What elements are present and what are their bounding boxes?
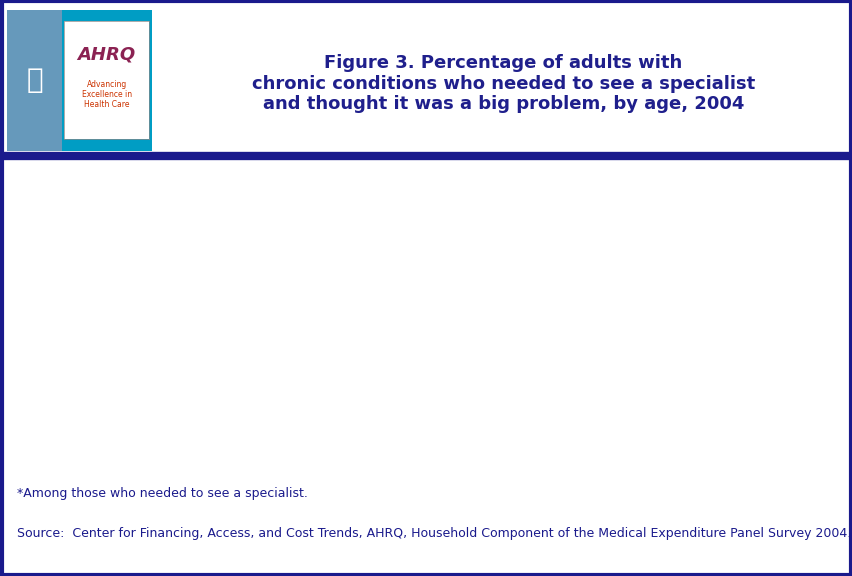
Bar bbox=[114, 309, 201, 464]
Text: 8.4: 8.4 bbox=[618, 414, 638, 427]
Text: 56.2: 56.2 bbox=[332, 217, 360, 230]
Text: AHRQ: AHRQ bbox=[78, 46, 135, 63]
Text: 🦅: 🦅 bbox=[26, 66, 43, 94]
Text: 3.5: 3.5 bbox=[712, 434, 732, 447]
Bar bbox=[209, 250, 295, 464]
Bar bbox=[302, 232, 389, 464]
Text: *Among those who needed to see a specialist.: *Among those who needed to see a special… bbox=[17, 487, 308, 500]
Legend: 18-44, 45-64, 65+: 18-44, 45-64, 65+ bbox=[361, 127, 542, 153]
Bar bbox=[491, 401, 577, 464]
Text: Figure 3. Percentage of adults with
chronic conditions who needed to see a speci: Figure 3. Percentage of adults with chro… bbox=[251, 54, 754, 113]
Text: Source:  Center for Financing, Access, and Cost Trends, AHRQ, Household Componen: Source: Center for Financing, Access, an… bbox=[17, 527, 850, 540]
Text: Advancing
Excellence in
Health Care: Advancing Excellence in Health Care bbox=[82, 79, 131, 109]
Text: 15.3: 15.3 bbox=[520, 385, 548, 399]
Bar bbox=[584, 429, 671, 464]
Bar bbox=[678, 449, 765, 464]
Text: 51.9: 51.9 bbox=[238, 235, 266, 248]
Y-axis label: Percent: Percent bbox=[65, 300, 79, 360]
Text: 37.6: 37.6 bbox=[144, 294, 171, 306]
